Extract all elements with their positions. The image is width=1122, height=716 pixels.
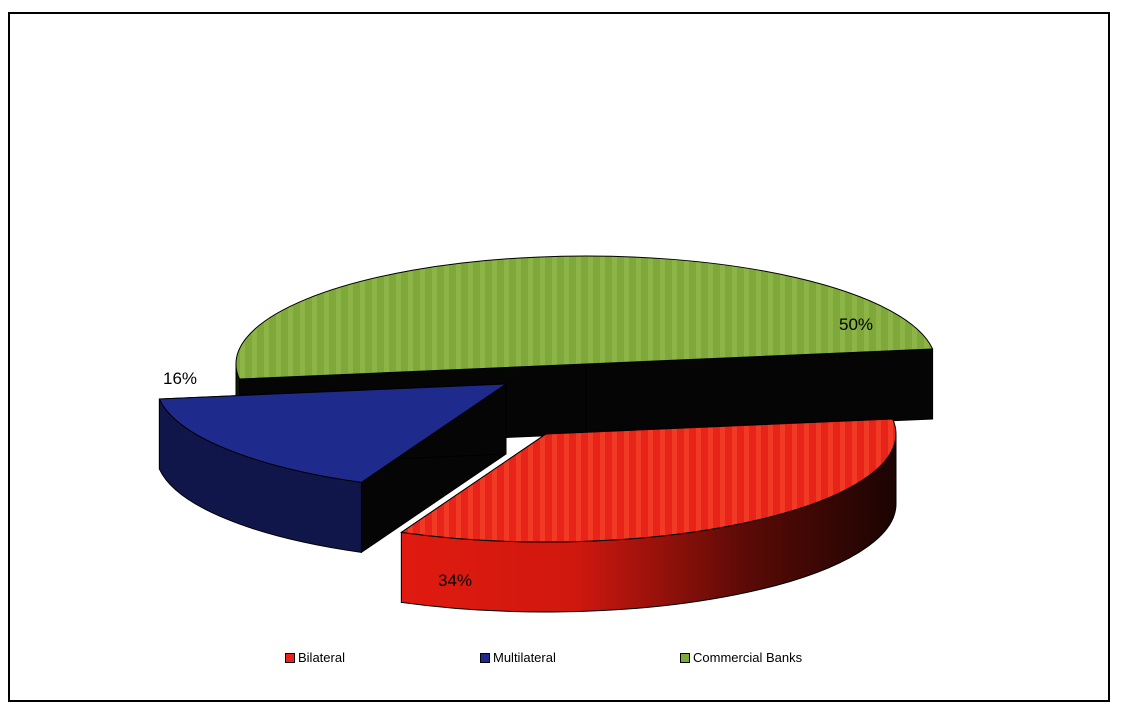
- legend-swatch: [480, 652, 490, 663]
- legend-item-commercial-banks: Commercial Banks: [680, 650, 802, 665]
- data-label-multilateral: 16%: [163, 369, 197, 388]
- slice-top: [235, 255, 934, 380]
- legend-swatch: [285, 652, 295, 663]
- legend: Bilateral Multilateral Commercial Banks: [0, 650, 1122, 670]
- pie-slice-multilateral: [158, 383, 508, 554]
- slice-top: [158, 383, 508, 483]
- slice-top: [400, 418, 897, 543]
- legend-item-bilateral: Bilateral: [285, 650, 345, 665]
- data-label-commercial-banks: 50%: [839, 315, 873, 334]
- legend-item-multilateral: Multilateral: [480, 650, 556, 665]
- legend-swatch: [680, 652, 690, 663]
- legend-label: Commercial Banks: [693, 650, 803, 665]
- legend-label: Multilateral: [493, 650, 556, 665]
- pie-slice-bilateral: [400, 418, 897, 613]
- legend-label: Bilateral: [298, 650, 345, 665]
- data-label-bilateral: 34%: [438, 571, 472, 590]
